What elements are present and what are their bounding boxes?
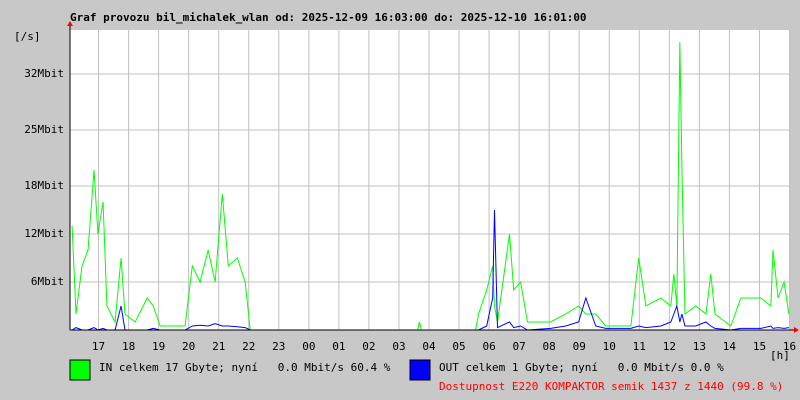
legend-swatch xyxy=(409,359,431,381)
x-tick-label: 13 xyxy=(693,340,706,353)
x-tick-label: 03 xyxy=(392,340,405,353)
x-tick-label: 10 xyxy=(603,340,616,353)
annotation: Dostupnost E220 KOMPAKTOR semik 1437 z 1… xyxy=(439,380,783,393)
x-tick-label: 19 xyxy=(152,340,165,353)
y-tick-label: 6Mbit xyxy=(31,275,64,288)
x-tick-label: 04 xyxy=(422,340,436,353)
chart-title: Graf provozu bil_michalek_wlan od: 2025-… xyxy=(70,11,587,24)
x-tick-label: 16 xyxy=(783,340,796,353)
y-tick-label: 12Mbit xyxy=(24,227,64,240)
x-tick-label: 09 xyxy=(573,340,586,353)
x-tick-label: 22 xyxy=(242,340,255,353)
x-tick-label: 07 xyxy=(512,340,525,353)
plot-area xyxy=(70,30,790,330)
x-tick-label: 20 xyxy=(182,340,195,353)
y-axis-label: [/s] xyxy=(14,30,41,43)
axis-arrow xyxy=(794,327,799,333)
x-tick-label: 21 xyxy=(212,340,225,353)
x-tick-label: 05 xyxy=(452,340,465,353)
x-tick-label: 18 xyxy=(122,340,135,353)
x-tick-label: 08 xyxy=(543,340,556,353)
x-tick-label: 11 xyxy=(633,340,646,353)
x-tick-label: 06 xyxy=(482,340,495,353)
x-tick-label: 17 xyxy=(92,340,105,353)
x-tick-label: 14 xyxy=(723,340,737,353)
axis-arrow xyxy=(67,21,73,26)
legend-swatch xyxy=(69,359,91,381)
legend-label: OUT celkem 1 Gbyte; nyní 0.0 Mbit/s 0.0 … xyxy=(439,361,724,374)
y-tick-label: 32Mbit xyxy=(24,67,64,80)
x-tick-label: 12 xyxy=(663,340,676,353)
legend-label: IN celkem 17 Gbyte; nyní 0.0 Mbit/s 60.4… xyxy=(99,361,391,374)
x-tick-label: 00 xyxy=(302,340,315,353)
x-tick-label: 01 xyxy=(332,340,345,353)
y-tick-label: 25Mbit xyxy=(24,123,64,136)
x-tick-label: 02 xyxy=(362,340,375,353)
x-tick-label: 23 xyxy=(272,340,285,353)
y-tick-label: 18Mbit xyxy=(24,179,64,192)
series-line xyxy=(71,41,790,331)
x-axis-label: [h] xyxy=(770,349,790,362)
x-tick-label: 15 xyxy=(753,340,766,353)
